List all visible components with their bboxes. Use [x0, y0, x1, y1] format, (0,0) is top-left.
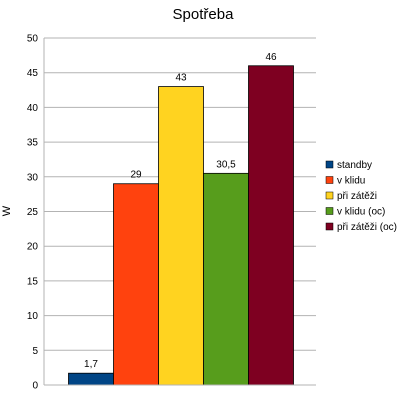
y-tick-label: 0 [32, 381, 38, 392]
legend-label-4: při zátěži (oc) [337, 222, 397, 233]
data-label-4: 46 [265, 52, 277, 63]
y-axis-label: W [1, 205, 13, 216]
y-tick-label: 5 [32, 346, 38, 357]
y-tick-label: 20 [27, 242, 39, 253]
y-tick-label: 50 [27, 34, 39, 45]
legend-swatch-4 [325, 222, 334, 231]
data-label-1: 29 [130, 170, 142, 181]
data-label-2: 43 [175, 73, 187, 84]
bar-4 [248, 65, 294, 386]
axes [43, 38, 316, 386]
y-tick-label: 40 [27, 103, 39, 114]
y-tick-label: 45 [27, 68, 39, 79]
bar-1 [113, 183, 159, 386]
bar-0 [68, 372, 114, 386]
legend-swatch-3 [325, 207, 334, 215]
legend-label-2: při zátěži [337, 191, 377, 202]
bars [68, 65, 294, 386]
chart-title: Spotřeba [173, 6, 235, 23]
legend-swatch-1 [325, 176, 334, 184]
legend-swatch-0 [325, 160, 334, 169]
y-tick-label: 25 [27, 207, 39, 218]
legend-swatch-2 [325, 191, 334, 200]
data-label-0: 1,7 [84, 359, 98, 370]
y-tick-label: 35 [27, 138, 39, 149]
bar-2 [158, 86, 204, 386]
legend-label-3: v klidu (oc) [337, 207, 385, 218]
legend: standby v klidu při zátěži v klidu (oc) při … [325, 160, 397, 233]
legend-label-1: v klidu [337, 176, 365, 187]
data-label-3: 30,5 [216, 159, 236, 170]
y-axis-ticks: 0 5 10 15 20 25 30 35 40 45 50 [27, 34, 39, 392]
legend-label-0: standby [337, 160, 372, 171]
y-tick-label: 10 [27, 311, 39, 322]
y-tick-label: 15 [27, 276, 39, 287]
data-labels: 1,7 29 43 30,5 46 [84, 52, 277, 370]
bar-3 [203, 172, 249, 386]
y-tick-label: 30 [27, 172, 39, 183]
